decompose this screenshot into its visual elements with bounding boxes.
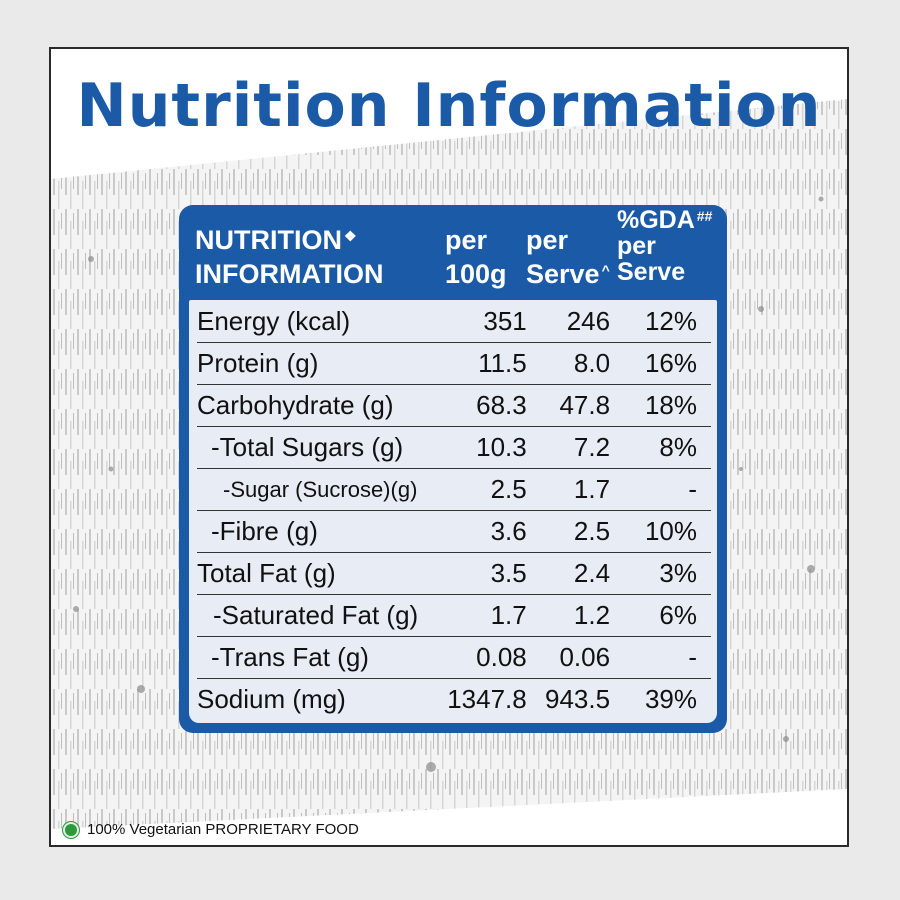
header-per-100g: per 100g (445, 225, 507, 289)
table-body: Energy (kcal) 351 246 12% Protein (g) 11… (189, 300, 717, 723)
nutrition-card: Nutrition Information NUTRITION ❖ INFORMA… (49, 47, 849, 847)
value-per-100g: 1.7 (436, 594, 527, 637)
value-per-100g: 3.6 (436, 510, 527, 553)
header-gda-per-serve: %GDA ## per Serve (617, 206, 713, 286)
nutrition-table: Energy (kcal) 351 246 12% Protein (g) 11… (197, 301, 711, 720)
value-per-100g: 2.5 (436, 468, 527, 511)
value-per-100g: 68.3 (436, 384, 527, 427)
header-col3-superscript: ^ (601, 262, 610, 278)
header-col1-superscript: ❖ (343, 228, 357, 244)
value-per-serve: 7.2 (526, 426, 611, 469)
value-per-serve: 2.4 (526, 552, 611, 595)
header-per-serve: per Serve ^ (526, 225, 610, 289)
value-per-100g: 3.5 (436, 552, 527, 595)
row-label: Protein (g) (197, 342, 437, 385)
row-label: -Sugar (Sucrose)(g) (197, 468, 437, 511)
value-per-100g: 351 (436, 301, 527, 343)
header-nutrition-information: NUTRITION ❖ INFORMATION (195, 225, 384, 289)
table-row: -Fibre (g) 3.6 2.5 10% (197, 510, 711, 553)
value-per-serve: 943.5 (545, 684, 611, 714)
table-row: Sodium (mg) 1347.8 943.5 39% (197, 679, 711, 721)
value-gda: 3% (610, 552, 711, 595)
vegetarian-mark-icon (63, 822, 79, 839)
value-per-serve: 246 (526, 301, 611, 343)
value-gda: - (610, 468, 711, 511)
value-gda: 39% (644, 684, 697, 714)
table-row: -Saturated Fat (g) 1.7 1.2 6% (197, 594, 711, 637)
value-per-serve: 1.2 (526, 594, 611, 637)
table-row: Total Fat (g) 3.5 2.4 3% (197, 552, 711, 595)
header-col4-superscript: ## (696, 208, 713, 224)
value-per-serve: 47.8 (526, 384, 611, 427)
value-gda: 6% (610, 594, 711, 637)
value-per-serve: 1.7 (526, 468, 611, 511)
row-label: Sodium (mg) (197, 684, 346, 714)
table-row: -Trans Fat (g) 0.08 0.06 - (197, 636, 711, 679)
table-header: NUTRITION ❖ INFORMATION per 100g per Serv… (179, 205, 727, 301)
row-label: -Fibre (g) (197, 510, 437, 553)
row-label: -Trans Fat (g) (197, 636, 437, 679)
value-per-serve: 8.0 (526, 342, 611, 385)
footer-note: 100% Vegetarian PROPRIETARY FOOD (63, 821, 359, 839)
table-row: Carbohydrate (g) 68.3 47.8 18% (197, 384, 711, 427)
value-gda: 8% (610, 426, 711, 469)
table-row: -Total Sugars (g) 10.3 7.2 8% (197, 426, 711, 469)
table-row: Protein (g) 11.5 8.0 16% (197, 342, 711, 385)
row-label: Carbohydrate (g) (197, 384, 437, 427)
table-row: Energy (kcal) 351 246 12% (197, 301, 711, 343)
table-row: -Sugar (Sucrose)(g) 2.5 1.7 - (197, 468, 711, 511)
value-gda: 18% (610, 384, 711, 427)
row-label: Total Fat (g) (197, 552, 437, 595)
nutrition-table-panel: NUTRITION ❖ INFORMATION per 100g per Serv… (179, 205, 727, 733)
row-label: Energy (kcal) (197, 301, 437, 343)
row-label: -Saturated Fat (g) (197, 594, 437, 637)
footer-text: 100% Vegetarian PROPRIETARY FOOD (87, 821, 359, 838)
value-gda: 10% (610, 510, 711, 553)
value-per-100g: 10.3 (436, 426, 527, 469)
page-title: Nutrition Information (76, 71, 822, 141)
value-gda: 12% (610, 301, 711, 343)
value-per-serve: 0.06 (526, 636, 611, 679)
value-gda: 16% (610, 342, 711, 385)
value-per-100g: 11.5 (436, 342, 527, 385)
value-gda: - (610, 636, 711, 679)
value-per-serve: 2.5 (526, 510, 611, 553)
row-label: -Total Sugars (g) (197, 426, 437, 469)
value-per-100g: 1347.8 (447, 684, 527, 714)
value-per-100g: 0.08 (436, 636, 527, 679)
